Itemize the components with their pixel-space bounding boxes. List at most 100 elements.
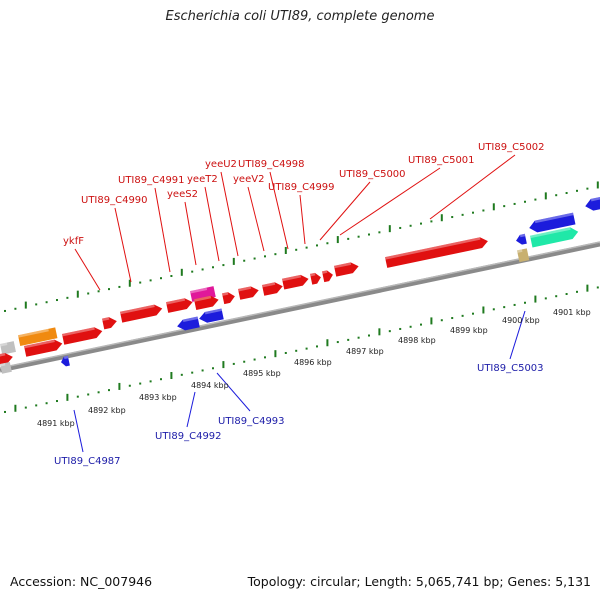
minor-tick bbox=[472, 211, 474, 214]
minor-tick bbox=[555, 194, 558, 197]
gene-feature[interactable] bbox=[238, 285, 260, 300]
gene-label-UTI89_C4991[interactable]: UTI89_C4991 bbox=[118, 175, 185, 186]
gene-label-UTI89_C5001[interactable]: UTI89_C5001 bbox=[408, 155, 475, 166]
gene-feature[interactable] bbox=[120, 303, 163, 323]
gene-feature[interactable] bbox=[310, 272, 322, 285]
major-tick bbox=[388, 225, 391, 233]
leader-line bbox=[114, 207, 132, 283]
gene-feature[interactable] bbox=[102, 316, 118, 330]
gene-label-UTI89_C5002[interactable]: UTI89_C5002 bbox=[478, 142, 545, 153]
minor-tick bbox=[399, 327, 402, 330]
minor-tick bbox=[461, 213, 464, 216]
minor-tick bbox=[316, 345, 318, 348]
minor-tick bbox=[87, 393, 90, 396]
minor-tick bbox=[347, 237, 350, 240]
minor-tick bbox=[253, 257, 256, 260]
gene-feature[interactable] bbox=[62, 326, 103, 345]
minor-tick bbox=[326, 242, 329, 245]
gene-feature-reverse[interactable] bbox=[60, 355, 70, 367]
gene-feature-reverse[interactable] bbox=[584, 196, 600, 212]
gene-feature-gray[interactable] bbox=[0, 361, 12, 374]
minor-tick bbox=[430, 220, 433, 223]
gene-label-UTI89_C4999[interactable]: UTI89_C4999 bbox=[268, 182, 335, 193]
gene-feature[interactable] bbox=[24, 338, 63, 357]
genome-title: Escherichia coli UTI89, complete genome bbox=[165, 9, 435, 24]
minor-tick bbox=[24, 406, 27, 409]
gene-feature[interactable] bbox=[334, 261, 360, 277]
kbp-label: 4894 kbp bbox=[191, 381, 229, 390]
gene-feature-tan[interactable] bbox=[517, 248, 530, 263]
gene-feature[interactable] bbox=[322, 269, 334, 283]
genome-backbone-highlight bbox=[0, 241, 600, 369]
gene-label-yeeS2[interactable]: yeeS2 bbox=[167, 189, 198, 200]
leader-line bbox=[509, 310, 526, 360]
gene-feature-teal[interactable] bbox=[530, 226, 579, 248]
gene-feature[interactable] bbox=[222, 291, 236, 305]
gene-label-ykfF[interactable]: ykfF bbox=[63, 236, 84, 247]
gene-label-UTI89_C4998[interactable]: UTI89_C4998 bbox=[238, 159, 305, 170]
minor-tick bbox=[388, 330, 391, 333]
minor-tick bbox=[191, 270, 194, 273]
gene-label-UTI89_C4990[interactable]: UTI89_C4990 bbox=[81, 195, 148, 206]
gene-feature-reverse[interactable] bbox=[176, 316, 200, 332]
minor-tick bbox=[576, 290, 578, 293]
minor-tick bbox=[264, 255, 266, 258]
kbp-label: 4901 kbp bbox=[553, 308, 591, 317]
gene-label-yeeV2[interactable]: yeeV2 bbox=[233, 174, 264, 185]
minor-tick bbox=[451, 216, 454, 219]
topology-summary: Topology: circular; Length: 5,065,741 bp… bbox=[247, 574, 591, 589]
minor-tick bbox=[347, 338, 350, 341]
minor-tick bbox=[160, 277, 162, 280]
minor-tick bbox=[108, 288, 110, 291]
minor-tick bbox=[524, 301, 526, 304]
leader-line bbox=[429, 154, 516, 220]
kbp-label: 4891 kbp bbox=[37, 419, 75, 428]
minor-tick bbox=[305, 246, 308, 249]
gene-feature[interactable] bbox=[0, 352, 14, 366]
gene-feature[interactable] bbox=[262, 281, 284, 296]
gene-label-yeeU2[interactable]: yeeU2 bbox=[205, 159, 237, 170]
gene-label-yeeT2[interactable]: yeeT2 bbox=[187, 174, 218, 185]
minor-tick bbox=[336, 341, 339, 344]
minor-tick bbox=[4, 309, 6, 312]
kbp-label: 4897 kbp bbox=[346, 347, 384, 356]
minor-tick bbox=[420, 323, 422, 326]
gene-label-UTI89_C5003[interactable]: UTI89_C5003 bbox=[477, 363, 544, 374]
gene-label-UTI89_C4987[interactable]: UTI89_C4987 bbox=[54, 456, 121, 467]
major-tick bbox=[430, 317, 433, 325]
gene-label-UTI89_C5000[interactable]: UTI89_C5000 bbox=[339, 169, 406, 180]
gene-feature[interactable] bbox=[282, 273, 310, 290]
major-tick bbox=[24, 301, 27, 309]
leader-line bbox=[220, 171, 239, 257]
minor-tick bbox=[503, 306, 506, 309]
gene-label-UTI89_C4993[interactable]: UTI89_C4993 bbox=[218, 416, 285, 427]
minor-tick bbox=[524, 200, 526, 203]
minor-tick bbox=[409, 224, 412, 227]
major-tick bbox=[596, 181, 599, 189]
leader-line bbox=[339, 167, 441, 236]
minor-tick bbox=[513, 202, 516, 205]
gene-feature-reverse[interactable] bbox=[198, 308, 224, 324]
minor-tick bbox=[451, 317, 454, 320]
gene-feature-orange[interactable] bbox=[18, 327, 58, 346]
minor-tick bbox=[45, 301, 48, 304]
gene-feature[interactable] bbox=[385, 236, 489, 268]
minor-tick bbox=[56, 400, 58, 403]
gene-feature[interactable] bbox=[194, 294, 220, 311]
gene-feature-gray[interactable] bbox=[0, 341, 16, 355]
minor-tick bbox=[305, 347, 308, 350]
gene-feature-reverse[interactable] bbox=[528, 212, 576, 234]
minor-tick bbox=[513, 303, 516, 306]
minor-tick bbox=[357, 336, 360, 339]
major-tick bbox=[440, 214, 443, 222]
label-leader-lines bbox=[73, 154, 526, 453]
gene-features bbox=[0, 196, 600, 374]
major-tick bbox=[14, 404, 17, 412]
minor-tick bbox=[284, 351, 287, 354]
gene-feature[interactable] bbox=[166, 297, 194, 313]
gene-label-UTI89_C4992[interactable]: UTI89_C4992 bbox=[155, 431, 222, 442]
gene-feature-reverse[interactable] bbox=[515, 233, 527, 246]
leader-line bbox=[184, 201, 197, 266]
minor-tick bbox=[97, 290, 100, 293]
minor-tick bbox=[76, 395, 79, 398]
